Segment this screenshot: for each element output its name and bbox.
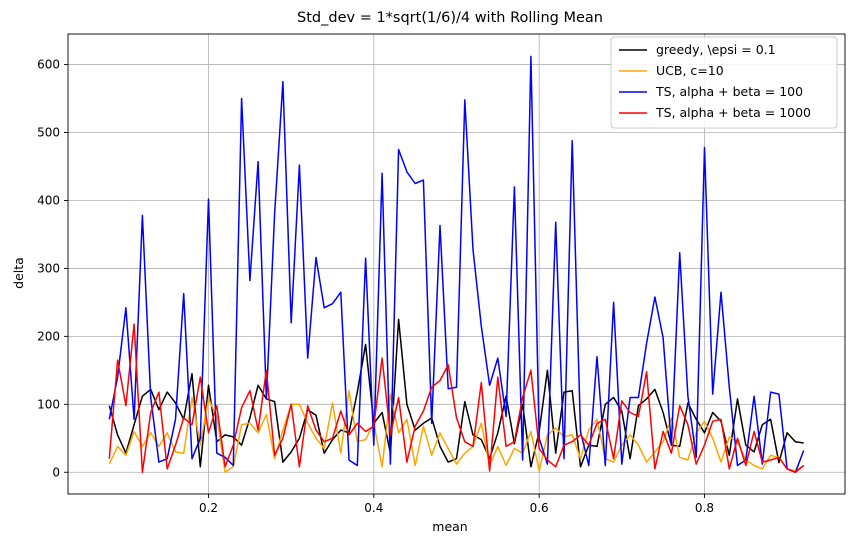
series-line-1 [108,318,804,468]
plot-frame [67,33,846,495]
legend: greedy, \epsi = 0.1 UCB, c=10 TS, alpha + … [610,36,838,129]
series-line-2 [108,389,805,474]
y-tick-label: 200 [37,329,60,343]
axes [67,33,846,495]
ticks: 0.2 0.4 0.6 0.8 0 100 200 300 400 500 600 [37,58,714,515]
y-tick-label: 0 [52,465,60,479]
legend-label-4: TS, alpha + beta = 1000 [655,105,811,120]
chart-title: Std_dev = 1*sqrt(1/6)/4 with Rolling Mea… [297,10,603,26]
series-line-4 [108,323,805,474]
y-tick-label: 100 [37,397,60,411]
y-tick-label: 400 [37,193,60,207]
y-axis-label: delta [11,257,26,289]
x-axis-label: mean [432,519,467,534]
legend-label-2: UCB, c=10 [656,63,724,78]
x-tick-label: 0.2 [199,501,218,515]
x-tick-label: 0.6 [530,501,549,515]
legend-label-1: greedy, \epsi = 0.1 [656,42,776,57]
y-tick-label: 500 [37,126,60,140]
series-line-3 [108,55,805,474]
x-tick-label: 0.4 [364,501,383,515]
x-tick-label: 0.8 [695,501,714,515]
y-tick-label: 600 [37,58,60,72]
legend-box [610,36,838,129]
series-lines [108,55,805,474]
legend-label-3: TS, alpha + beta = 100 [655,84,803,99]
y-tick-label: 300 [37,261,60,275]
